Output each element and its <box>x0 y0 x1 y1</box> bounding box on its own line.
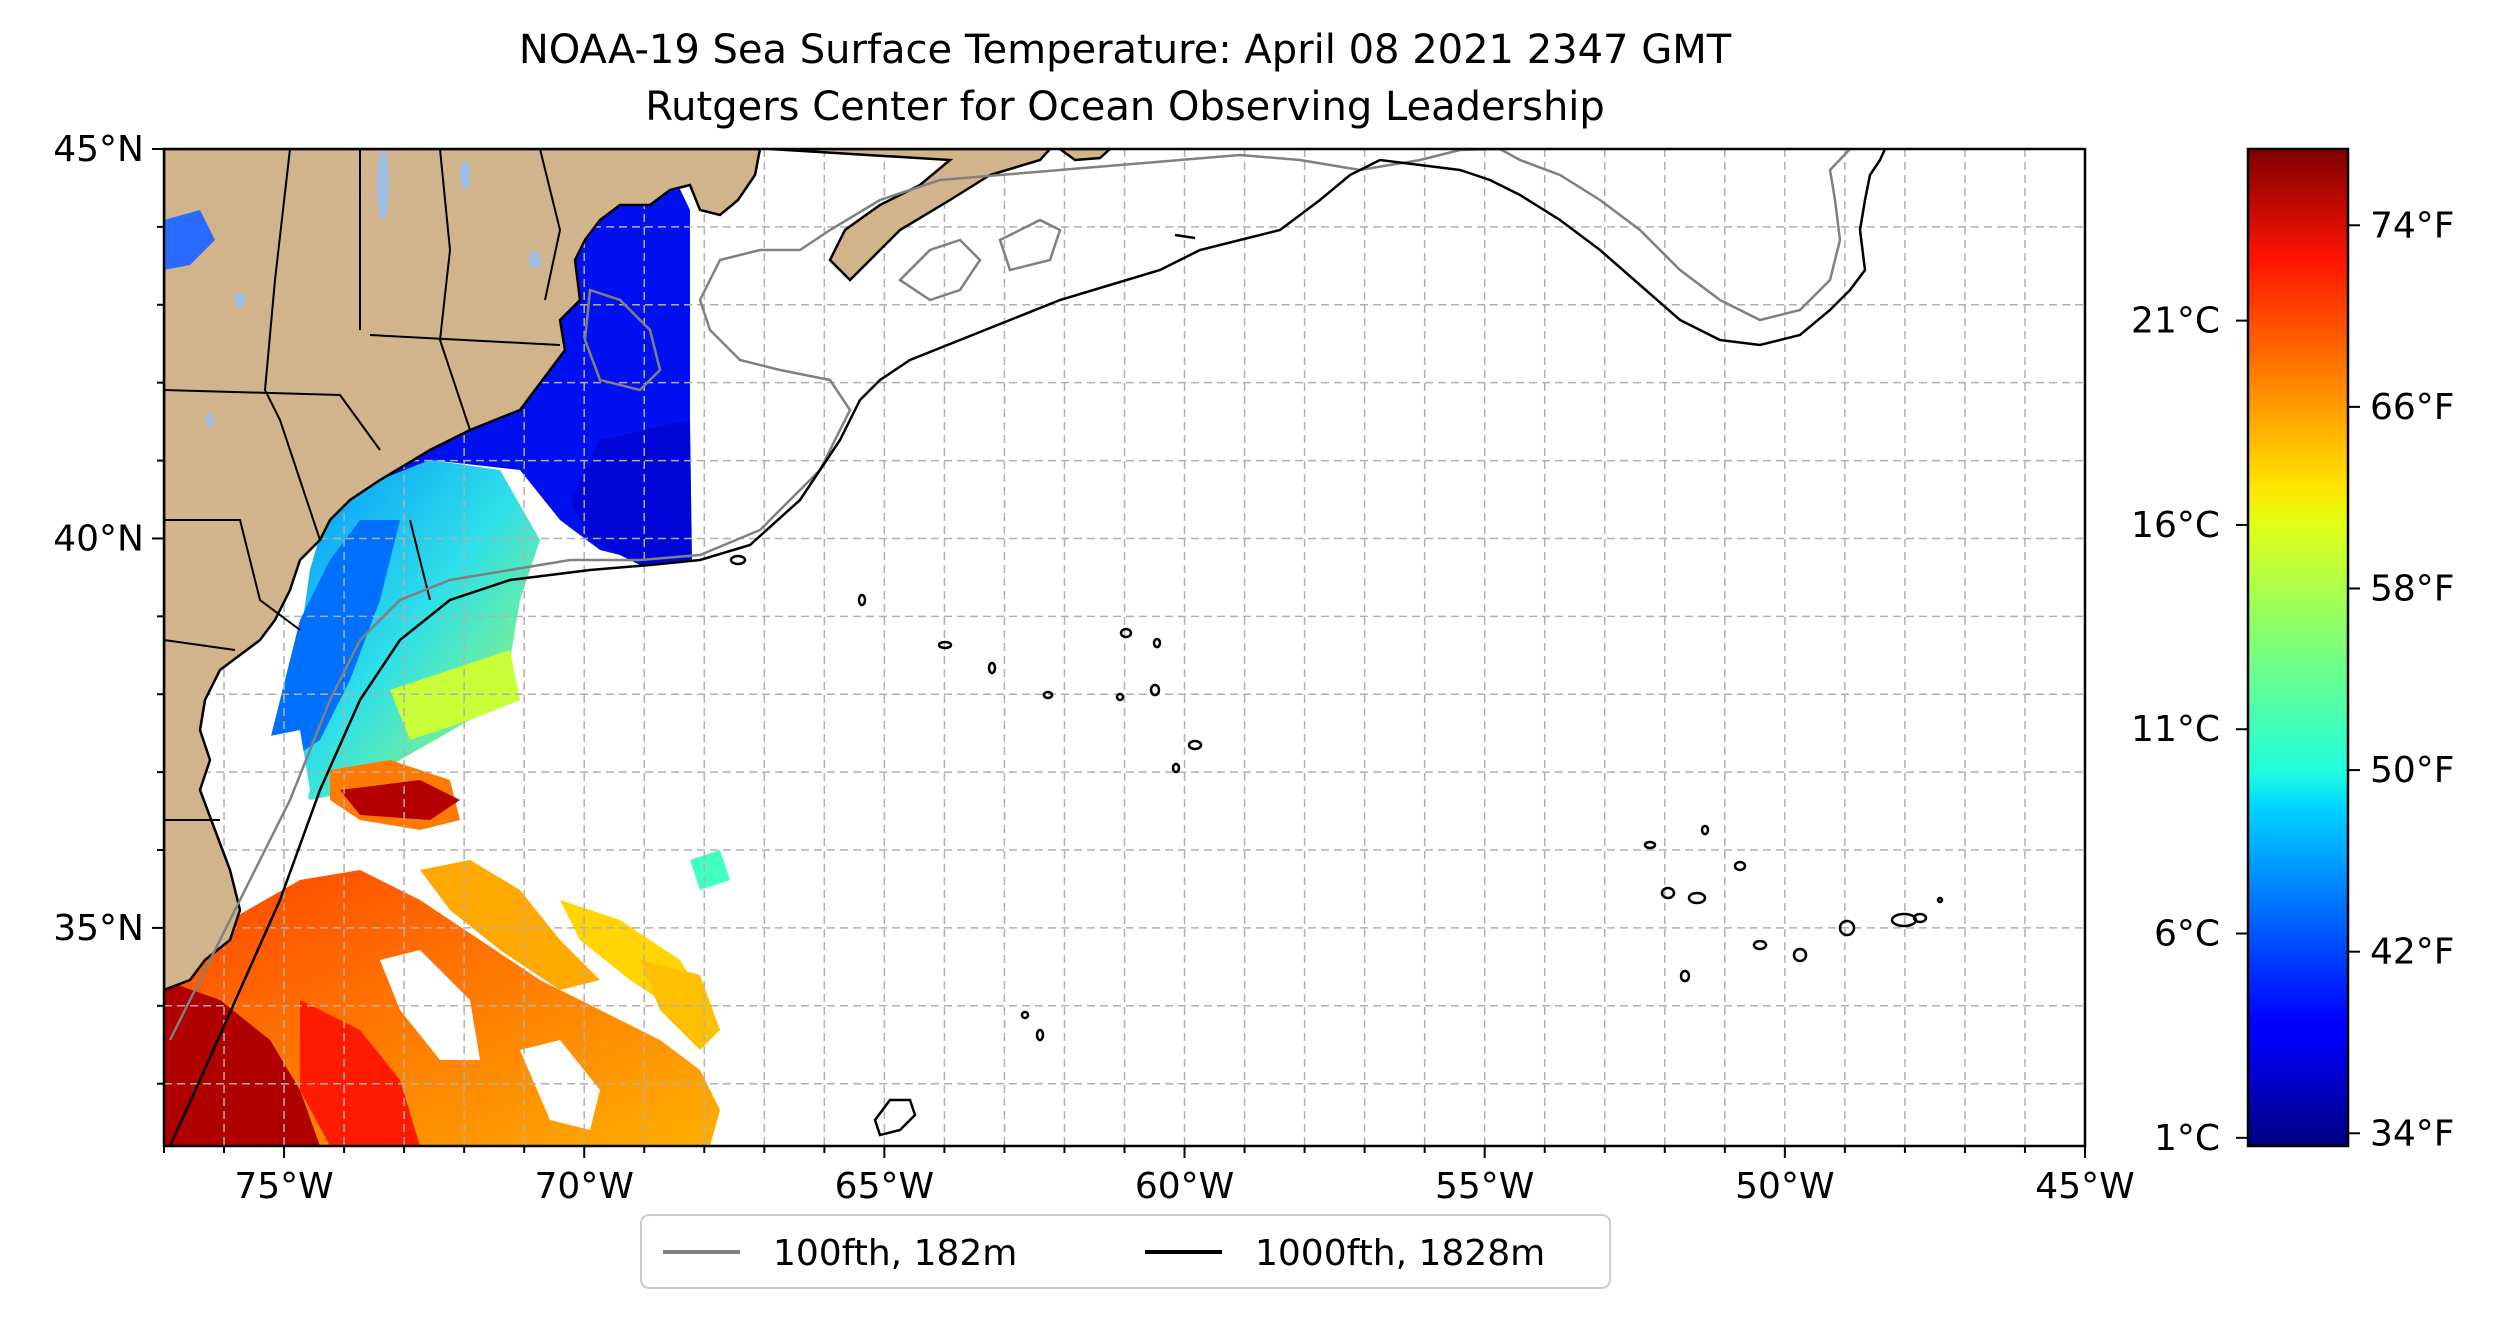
map-area <box>164 149 2085 1146</box>
colorbar-fahrenheit-label: 34°F <box>2370 1113 2455 1154</box>
colorbar-celsius-label: 16°C <box>2131 505 2220 546</box>
colorbar-celsius-label: 6°C <box>2154 914 2220 955</box>
lake-small-4 <box>206 413 214 427</box>
lat-label: 35°N <box>53 908 144 949</box>
colorbar-ticks <box>2236 224 2360 1139</box>
longitude-labels: 75°W 70°W 65°W 60°W 55°W 50°W 45°W <box>234 1166 2134 1207</box>
colorbar-fahrenheit-label: 42°F <box>2370 932 2455 973</box>
lake-champlain <box>377 150 389 220</box>
colorbar-fahrenheit-label: 50°F <box>2370 750 2455 791</box>
lake-small-3 <box>235 292 245 308</box>
lat-label: 45°N <box>53 129 144 170</box>
map-title-line2: Rutgers Center for Ocean Observing Leade… <box>645 84 1605 130</box>
state-borders <box>164 149 562 821</box>
isobath-legend: 100fth, 182m 1000fth, 1828m <box>640 1214 1611 1289</box>
sst-near-shore-band <box>270 520 400 760</box>
colorbar-celsius-label: 21°C <box>2131 301 2220 342</box>
lon-label: 50°W <box>1735 1166 1834 1207</box>
sst-georges-bank-cold <box>570 420 692 565</box>
sst-red-patch <box>300 1000 420 1146</box>
axis-ticks <box>152 148 2086 1158</box>
sst-gulf-stream-core <box>340 780 460 820</box>
sst-white-gap-1 <box>380 950 480 1060</box>
colorbar-fahrenheit-labels: 34°F 42°F 50°F 58°F 66°F 74°F <box>2370 205 2455 1154</box>
colorbar-celsius-label: 1°C <box>2154 1118 2220 1159</box>
seamounts <box>729 554 1944 1042</box>
colorbar-fahrenheit-label: 74°F <box>2370 205 2455 246</box>
land-north-america <box>164 149 762 992</box>
sst-yellow-streak-2 <box>640 960 720 1050</box>
sst-shelf-warm-patch <box>390 650 520 740</box>
colorbar-celsius-labels: 1°C 6°C 11°C 16°C 21°C <box>2131 301 2220 1159</box>
land-newfoundland-edge <box>1057 149 1112 162</box>
sst-orange-streak-1 <box>420 860 600 990</box>
sst-white-gap-3 <box>240 730 310 880</box>
lon-label: 65°W <box>835 1166 934 1207</box>
isobath-100fth <box>168 149 1851 1041</box>
lon-label: 55°W <box>1435 1166 1534 1207</box>
legend-label-1000fth: 1000fth, 1828m <box>1255 1233 1545 1274</box>
colorbar-gradient <box>2246 147 2350 1148</box>
colorbar-fahrenheit-label: 66°F <box>2370 387 2455 428</box>
latitude-labels: 45°N 40°N 35°N <box>53 129 144 949</box>
legend-label-100fth: 100fth, 182m <box>773 1233 1017 1274</box>
lake-ontario-edge <box>164 210 215 270</box>
legend-box <box>640 1214 1611 1289</box>
lon-label: 70°W <box>535 1166 634 1207</box>
sst-white-gap-2 <box>520 1040 600 1130</box>
colorbar-celsius-label: 11°C <box>2131 709 2220 750</box>
map-title-line1: NOAA-19 Sea Surface Temperature: April 0… <box>519 27 1732 73</box>
lat-label: 40°N <box>53 518 144 559</box>
lon-label: 45°W <box>2035 1166 2134 1207</box>
sst-gulf-stream-hot <box>164 980 320 1146</box>
sst-cyan-fragment <box>690 850 730 890</box>
isobath-1000fth <box>168 149 1887 1146</box>
lon-label: 75°W <box>234 1166 333 1207</box>
lon-label: 60°W <box>1135 1166 1234 1207</box>
lake-small-2 <box>529 251 541 269</box>
lake-small-1 <box>460 161 470 189</box>
colorbar-fahrenheit-label: 58°F <box>2370 568 2455 609</box>
colorbar: 1°C 6°C 11°C 16°C 21°C 34°F 42°F 50°F 58°F 66°F 7… <box>2131 147 2455 1159</box>
lakes <box>164 150 541 427</box>
